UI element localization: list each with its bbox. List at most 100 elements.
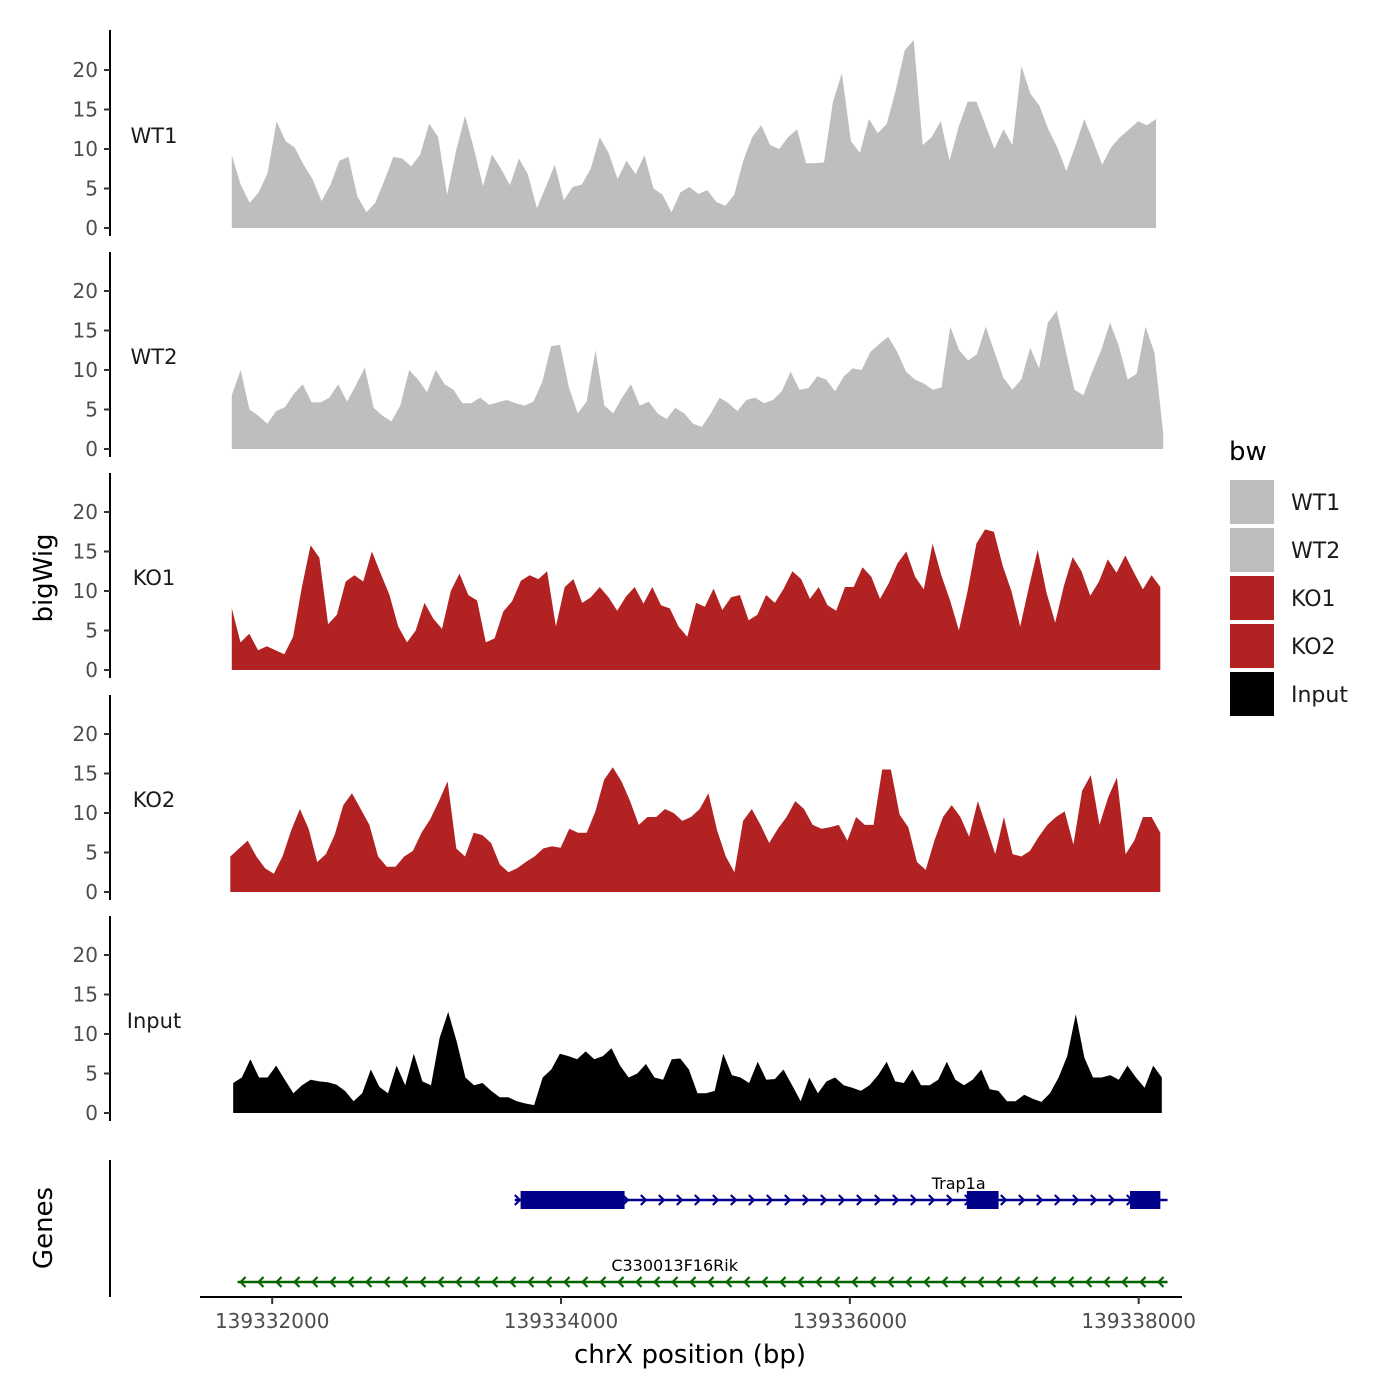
strand-arrow xyxy=(544,1276,553,1288)
strand-arrow xyxy=(838,1194,846,1206)
strand-arrow xyxy=(1048,1276,1057,1288)
strand-arrow xyxy=(904,1276,913,1288)
strand-arrow xyxy=(580,1276,589,1288)
y-tick-label: 5 xyxy=(85,398,98,422)
strand-arrow xyxy=(874,1194,882,1206)
strand-arrow xyxy=(1138,1276,1147,1288)
strand-arrow xyxy=(928,1194,936,1206)
strand-arrow xyxy=(364,1276,373,1288)
strand-arrow xyxy=(238,1276,247,1288)
area-wt1 xyxy=(231,40,1157,228)
strand-arrow xyxy=(922,1276,931,1288)
exon xyxy=(1130,1191,1161,1209)
strand-arrow xyxy=(910,1194,918,1206)
strand-arrow xyxy=(514,1194,522,1206)
strand-arrow xyxy=(454,1276,463,1288)
y-tick-label: 10 xyxy=(73,1022,98,1046)
strand-arrow xyxy=(328,1276,337,1288)
x-tick-label: 139334000 xyxy=(504,1309,619,1333)
legend-item-wt2: WT2 xyxy=(1230,528,1340,572)
strand-arrow xyxy=(1108,1194,1116,1206)
y-tick-label: 0 xyxy=(85,437,98,461)
strand-arrow xyxy=(766,1194,774,1206)
genes-axis-title: Genes xyxy=(29,1187,59,1269)
strand-arrow xyxy=(778,1276,787,1288)
strand-arrow xyxy=(976,1276,985,1288)
strand-arrow xyxy=(490,1276,499,1288)
strand-arrow xyxy=(472,1276,481,1288)
y-tick-label: 15 xyxy=(73,762,98,786)
legend-label: KO2 xyxy=(1291,635,1336,660)
strand-arrow xyxy=(1084,1276,1093,1288)
strand-arrow xyxy=(730,1194,738,1206)
legend-title: bw xyxy=(1229,437,1267,467)
strand-arrow xyxy=(436,1276,445,1288)
strand-arrow xyxy=(1000,1194,1008,1206)
strand-arrow xyxy=(820,1194,828,1206)
x-axis: 139332000 139334000 139336000 139338000 chr… xyxy=(200,1296,1196,1370)
strand-arrow xyxy=(1072,1194,1080,1206)
strand-arrow xyxy=(706,1276,715,1288)
strand-arrow xyxy=(856,1194,864,1206)
strand-arrow xyxy=(892,1194,900,1206)
y-tick-label: 0 xyxy=(85,1101,98,1125)
strand-arrow xyxy=(688,1276,697,1288)
track-wt2: 0 5 10 15 20 WT2 xyxy=(73,252,1164,461)
strand-arrow xyxy=(868,1276,877,1288)
strand-arrow xyxy=(760,1276,769,1288)
y-tick-label: 20 xyxy=(73,500,98,524)
y-tick-label: 20 xyxy=(73,722,98,746)
y-tick-label: 10 xyxy=(73,358,98,382)
y-tick-label: 15 xyxy=(73,319,98,343)
gene-label: Trap1a xyxy=(931,1174,986,1193)
area-ko2 xyxy=(230,767,1161,892)
strand-arrow xyxy=(832,1276,841,1288)
strand-arrow xyxy=(1102,1276,1111,1288)
strand-arrow xyxy=(724,1276,733,1288)
strand-arrow xyxy=(676,1194,684,1206)
strand-arrow xyxy=(526,1276,535,1288)
y-tick-label: 20 xyxy=(73,58,98,82)
strand-arrow xyxy=(1012,1276,1021,1288)
strand-arrow xyxy=(562,1276,571,1288)
strand-arrow xyxy=(1090,1194,1098,1206)
legend-swatch xyxy=(1230,480,1274,524)
y-tick-label: 10 xyxy=(73,579,98,603)
y-tick-label: 0 xyxy=(85,216,98,240)
legend-label: WT2 xyxy=(1291,539,1340,564)
legend-label: KO1 xyxy=(1291,587,1336,612)
strand-arrow xyxy=(1036,1194,1044,1206)
y-tick-label: 20 xyxy=(73,279,98,303)
area-ko1 xyxy=(231,529,1161,670)
track-ko2: 0 5 10 15 20 KO2 xyxy=(73,695,1161,904)
strand-arrow xyxy=(508,1276,517,1288)
strand-arrow xyxy=(1066,1276,1075,1288)
track-label: WT1 xyxy=(131,124,178,148)
x-tick-label: 139332000 xyxy=(215,1309,330,1333)
legend-label: WT1 xyxy=(1291,491,1340,516)
strand-arrow xyxy=(1120,1276,1129,1288)
gene-trap1a: Trap1a xyxy=(514,1174,1168,1209)
track-label: KO2 xyxy=(133,788,176,812)
track-label: KO1 xyxy=(133,566,176,590)
strand-arrow xyxy=(346,1276,355,1288)
y-tick-label: 10 xyxy=(73,137,98,161)
strand-arrow xyxy=(256,1276,265,1288)
strand-arrow xyxy=(1156,1276,1165,1288)
strand-arrow xyxy=(418,1276,427,1288)
strand-arrow xyxy=(1030,1276,1039,1288)
strand-arrow xyxy=(802,1194,810,1206)
legend-item-ko1: KO1 xyxy=(1230,576,1336,620)
coverage-tracks: 0 5 10 15 20 WT1 0 5 10 15 20 WT2 0 5 10 15 20 KO1 0 5 10 15 2… xyxy=(73,30,1164,1125)
area-input xyxy=(233,1011,1162,1113)
exon xyxy=(966,1191,999,1209)
strand-arrow xyxy=(742,1276,751,1288)
x-axis-title: chrX position (bp) xyxy=(574,1340,806,1370)
y-tick-label: 0 xyxy=(85,658,98,682)
strand-arrow xyxy=(1054,1194,1062,1206)
strand-arrow xyxy=(652,1276,661,1288)
strand-arrow xyxy=(400,1276,409,1288)
strand-arrow xyxy=(886,1276,895,1288)
track-input: 0 5 10 15 20 Input xyxy=(73,916,1162,1125)
